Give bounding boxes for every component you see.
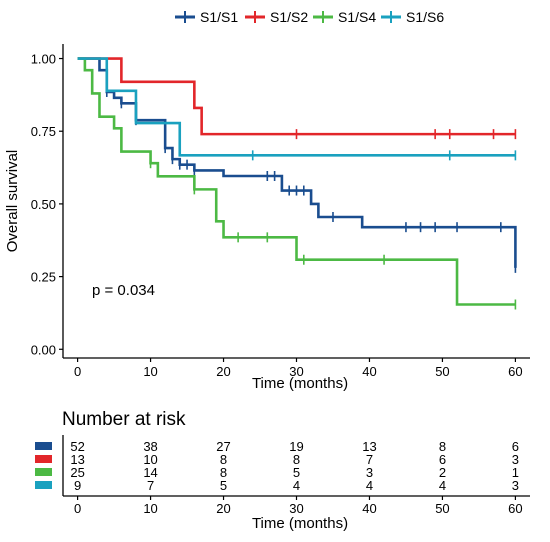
- survival-curve-s1-s2: [77, 57, 516, 136]
- risk-table-color-keys: [35, 442, 52, 489]
- risk-table-cell: 4: [439, 478, 446, 493]
- risk-table-cell: 1: [512, 465, 519, 480]
- y-tick-label: 1.00: [31, 52, 56, 67]
- legend-label-s1-s6: S1/S6: [406, 9, 444, 25]
- risk-table-cell: 25: [70, 465, 84, 480]
- risk-table-cell: 6: [512, 439, 519, 454]
- x-tick-label: 30: [289, 364, 303, 379]
- risk-table-cell: 5: [220, 478, 227, 493]
- risk-table-x-tick-label: 60: [508, 501, 522, 516]
- p-value-annotation: p = 0.034: [92, 282, 155, 299]
- x-axis-title: Time (months): [252, 375, 348, 392]
- risk-table-x-tick-label: 50: [435, 501, 449, 516]
- risk-table-color-key: [35, 442, 52, 450]
- legend-item-s1-s6: S1/S6: [381, 9, 444, 25]
- risk-table-color-key: [35, 455, 52, 463]
- risk-table-x-tick-label: 0: [74, 501, 81, 516]
- risk-table-cell: 6: [439, 452, 446, 467]
- x-tick-label: 50: [435, 364, 449, 379]
- risk-table: Number at risk 52 38 27 19 13 8 613 10 8 8 7 6 325 14…: [35, 409, 530, 532]
- y-tick-label: 0.25: [31, 270, 56, 285]
- risk-table-cell: 7: [147, 478, 154, 493]
- y-tick-label: 0.00: [31, 342, 56, 357]
- x-ticks: 0 10 20 30 40 50 60: [74, 358, 523, 379]
- legend-label-s1-s1: S1/S1: [200, 9, 238, 25]
- x-tick-label: 10: [143, 364, 157, 379]
- risk-table-x-tick-label: 20: [216, 501, 230, 516]
- risk-table-cell: 8: [220, 465, 227, 480]
- risk-table-color-key: [35, 468, 52, 476]
- x-tick-label: 60: [508, 364, 522, 379]
- legend: S1/S1 S1/S2 S1/S4 S1/S6: [175, 9, 444, 25]
- risk-table-cell: 8: [220, 452, 227, 467]
- y-tick-label: 0.75: [31, 124, 56, 139]
- risk-table-cell: 3: [512, 452, 519, 467]
- risk-table-cells: 52 38 27 19 13 8 613 10 8 8 7 6 325 14 8 5 3 2 19 7 5 4 4 4 3: [70, 439, 519, 493]
- x-tick-label: 40: [362, 364, 376, 379]
- plot-panel: 0.00 0.25 0.50 0.75 1.00 0 10 20 30 40 50 60 p = 0…: [4, 44, 530, 392]
- risk-table-cell: 52: [70, 439, 84, 454]
- risk-table-x-ticks: 0 10 20 30 40 50 60: [74, 496, 523, 516]
- risk-table-cell: 13: [362, 439, 376, 454]
- risk-table-cell: 3: [366, 465, 373, 480]
- km-curves: [77, 57, 517, 310]
- x-tick-label: 0: [74, 364, 81, 379]
- risk-table-cell: 8: [293, 452, 300, 467]
- survival-curve-s1-s4: [77, 57, 516, 306]
- risk-table-cell: 4: [366, 478, 373, 493]
- legend-label-s1-s2: S1/S2: [270, 9, 308, 25]
- legend-item-s1-s2: S1/S2: [245, 9, 308, 25]
- legend-item-s1-s4: S1/S4: [313, 9, 376, 25]
- y-tick-label: 0.50: [31, 197, 56, 212]
- risk-table-cell: 14: [143, 465, 157, 480]
- risk-table-x-tick-label: 10: [143, 501, 157, 516]
- x-tick-label: 20: [216, 364, 230, 379]
- risk-table-title: Number at risk: [62, 409, 186, 430]
- risk-table-cell: 38: [143, 439, 157, 454]
- risk-table-cell: 27: [216, 439, 230, 454]
- risk-table-cell: 2: [439, 465, 446, 480]
- risk-table-cell: 9: [74, 478, 81, 493]
- risk-table-cell: 13: [70, 452, 84, 467]
- risk-table-cell: 8: [439, 439, 446, 454]
- survival-curve-s1-s6: [77, 57, 516, 157]
- risk-table-x-axis-title: Time (months): [252, 515, 348, 532]
- legend-item-s1-s1: S1/S1: [175, 9, 238, 25]
- risk-table-color-key: [35, 481, 52, 489]
- risk-table-cell: 5: [293, 465, 300, 480]
- legend-label-s1-s4: S1/S4: [338, 9, 376, 25]
- y-axis-title: Overall survival: [4, 150, 21, 253]
- risk-table-cell: 7: [366, 452, 373, 467]
- risk-table-x-tick-label: 40: [362, 501, 376, 516]
- y-ticks: 0.00 0.25 0.50 0.75 1.00: [31, 52, 63, 357]
- risk-table-x-tick-label: 30: [289, 501, 303, 516]
- risk-table-cell: 4: [293, 478, 300, 493]
- risk-table-cell: 3: [512, 478, 519, 493]
- risk-table-cell: 19: [289, 439, 303, 454]
- risk-table-cell: 10: [143, 452, 157, 467]
